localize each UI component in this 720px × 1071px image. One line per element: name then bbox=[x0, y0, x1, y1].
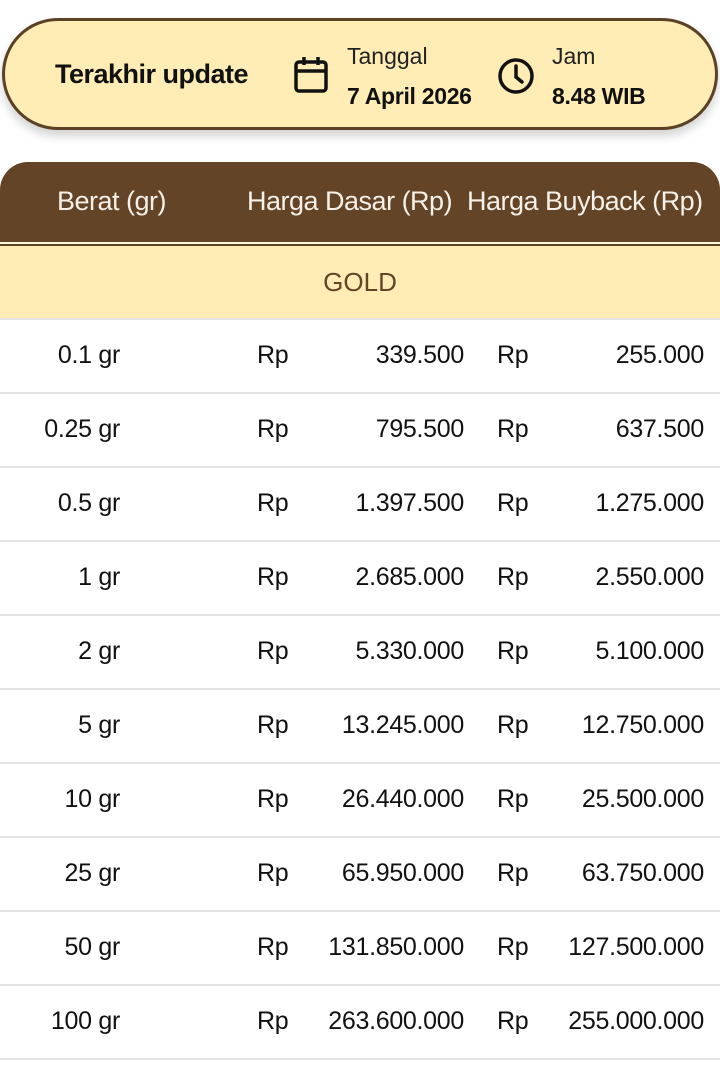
weight-cell: 50 gr bbox=[64, 933, 121, 961]
price-table-body: 0.1 gr Rp 339.500 Rp 255.000 0.25 gr Rp 795.500… bbox=[0, 320, 720, 1060]
table-row: 5 gr Rp 13.245.000 Rp 12.750.000 bbox=[0, 690, 720, 764]
weight-cell: 1 gr bbox=[78, 563, 120, 591]
buyback-price-cell: 63.750.000 bbox=[581, 859, 704, 887]
table-header: Berat (gr) Harga Dasar (Rp) Harga Buybac… bbox=[0, 162, 720, 242]
buyback-currency: Rp bbox=[497, 341, 529, 369]
table-row: 100 gr Rp 263.600.000 Rp 255.000.000 bbox=[0, 986, 720, 1060]
buyback-currency: Rp bbox=[497, 785, 529, 813]
weight-cell: 2 gr bbox=[78, 637, 120, 665]
base-price-cell: 263.600.000 bbox=[328, 1007, 464, 1035]
header-weight: Berat (gr) bbox=[57, 186, 167, 216]
base-currency: Rp bbox=[257, 563, 289, 591]
weight-cell: 25 gr bbox=[64, 859, 121, 887]
base-price-cell: 65.950.000 bbox=[341, 859, 464, 887]
buyback-price-cell: 127.500.000 bbox=[568, 933, 704, 961]
buyback-price-cell: 25.500.000 bbox=[581, 785, 704, 813]
header-buyback-price: Harga Buyback (Rp) bbox=[467, 186, 703, 216]
buyback-currency: Rp bbox=[497, 637, 529, 665]
base-currency: Rp bbox=[257, 637, 289, 665]
base-currency: Rp bbox=[257, 711, 289, 739]
weight-cell: 0.25 gr bbox=[44, 415, 120, 443]
buyback-currency: Rp bbox=[497, 859, 529, 887]
base-price-cell: 131.850.000 bbox=[328, 933, 464, 961]
base-currency: Rp bbox=[257, 933, 289, 961]
table-row: 2 gr Rp 5.330.000 Rp 5.100.000 bbox=[0, 616, 720, 690]
weight-cell: 0.1 gr bbox=[57, 341, 120, 369]
table-row: 50 gr Rp 131.850.000 Rp 127.500.000 bbox=[0, 912, 720, 986]
group-row-gold: GOLD bbox=[0, 246, 720, 320]
weight-cell: 10 gr bbox=[64, 785, 121, 813]
base-currency: Rp bbox=[257, 1007, 289, 1035]
last-update-card: Terakhir update Tanggal 7 April 2026 Jam… bbox=[2, 18, 718, 130]
calendar-icon bbox=[294, 57, 328, 93]
base-currency: Rp bbox=[257, 785, 289, 813]
table-row: 0.1 gr Rp 339.500 Rp 255.000 bbox=[0, 320, 720, 394]
base-currency: Rp bbox=[257, 341, 289, 369]
buyback-price-cell: 255.000.000 bbox=[568, 1007, 704, 1035]
buyback-currency: Rp bbox=[497, 489, 529, 517]
table-row: 25 gr Rp 65.950.000 Rp 63.750.000 bbox=[0, 838, 720, 912]
time-label: Jam bbox=[552, 43, 596, 69]
buyback-price-cell: 5.100.000 bbox=[595, 637, 704, 665]
table-row: 0.25 gr Rp 795.500 Rp 637.500 bbox=[0, 394, 720, 468]
buyback-currency: Rp bbox=[497, 415, 529, 443]
base-price-cell: 26.440.000 bbox=[341, 785, 464, 813]
base-currency: Rp bbox=[257, 415, 289, 443]
weight-cell: 100 gr bbox=[50, 1007, 120, 1035]
base-price-cell: 5.330.000 bbox=[355, 637, 464, 665]
weight-cell: 5 gr bbox=[78, 711, 120, 739]
date-label: Tanggal bbox=[347, 43, 428, 69]
buyback-currency: Rp bbox=[497, 711, 529, 739]
header-divider bbox=[0, 244, 720, 246]
last-update-title: Terakhir update bbox=[55, 59, 249, 89]
buyback-price-cell: 637.500 bbox=[615, 415, 705, 443]
table-row: 1 gr Rp 2.685.000 Rp 2.550.000 bbox=[0, 542, 720, 616]
buyback-currency: Rp bbox=[497, 1007, 529, 1035]
buyback-currency: Rp bbox=[497, 933, 529, 961]
base-price-cell: 2.685.000 bbox=[355, 563, 464, 591]
base-currency: Rp bbox=[257, 859, 289, 887]
table-row: 0.5 gr Rp 1.397.500 Rp 1.275.000 bbox=[0, 468, 720, 542]
buyback-price-cell: 12.750.000 bbox=[581, 711, 704, 739]
base-currency: Rp bbox=[257, 489, 289, 517]
time-value: 8.48 WIB bbox=[552, 83, 646, 109]
weight-cell: 0.5 gr bbox=[57, 489, 120, 517]
buyback-price-cell: 255.000 bbox=[615, 341, 705, 369]
base-price-cell: 13.245.000 bbox=[341, 711, 464, 739]
buyback-price-cell: 2.550.000 bbox=[595, 563, 704, 591]
clock-icon bbox=[498, 58, 534, 94]
header-divider bbox=[0, 242, 720, 244]
table-row: 10 gr Rp 26.440.000 Rp 25.500.000 bbox=[0, 764, 720, 838]
header-base-price: Harga Dasar (Rp) bbox=[247, 186, 453, 216]
base-price-cell: 1.397.500 bbox=[355, 489, 464, 517]
base-price-cell: 339.500 bbox=[375, 341, 465, 369]
buyback-price-cell: 1.275.000 bbox=[595, 489, 704, 517]
base-price-cell: 795.500 bbox=[375, 415, 465, 443]
buyback-currency: Rp bbox=[497, 563, 529, 591]
date-value: 7 April 2026 bbox=[347, 83, 472, 109]
